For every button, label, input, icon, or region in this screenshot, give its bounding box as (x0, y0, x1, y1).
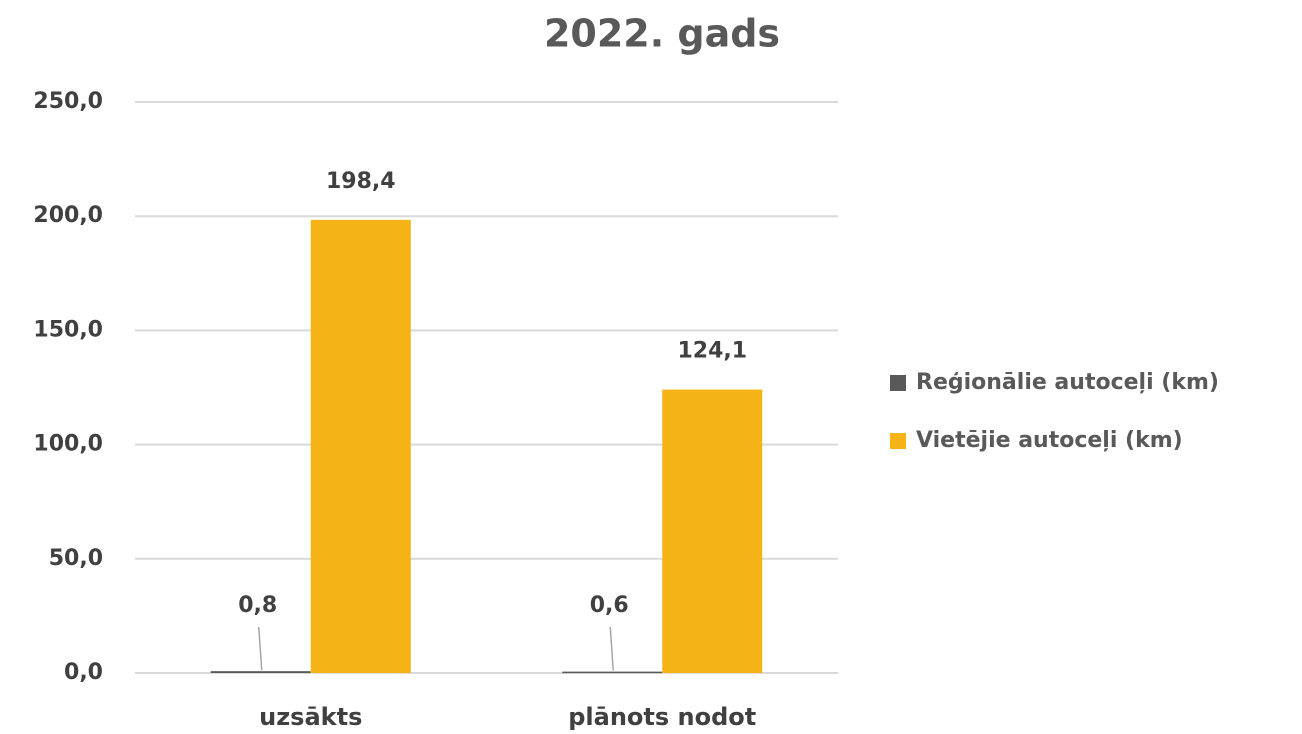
legend-label: Reģionālie autoceļi (km) (916, 370, 1219, 395)
bar (210, 671, 311, 673)
chart-title: 2022. gads (544, 12, 780, 56)
data-label: 0,6 (590, 593, 629, 618)
leader-line (609, 626, 614, 671)
bar (562, 671, 663, 674)
data-label: 0,8 (238, 593, 277, 618)
data-label: 124,1 (677, 339, 747, 364)
y-tick-label: 0,0 (64, 660, 103, 685)
leader-line (258, 626, 263, 671)
legend-swatch (890, 433, 906, 449)
bar (310, 219, 411, 673)
data-label: 198,4 (326, 169, 396, 194)
y-tick-label: 50,0 (49, 546, 103, 571)
y-tick-label: 200,0 (33, 203, 103, 228)
legend-label: Vietējie autoceļi (km) (916, 428, 1183, 453)
y-tick-label: 150,0 (33, 317, 103, 342)
x-tick-label: uzsākts (259, 703, 362, 731)
y-tick-label: 250,0 (33, 89, 103, 114)
legend-swatch (890, 375, 906, 391)
y-tick-label: 100,0 (33, 432, 103, 457)
x-tick-label: plānots nodot (568, 703, 756, 731)
bar (662, 389, 763, 673)
